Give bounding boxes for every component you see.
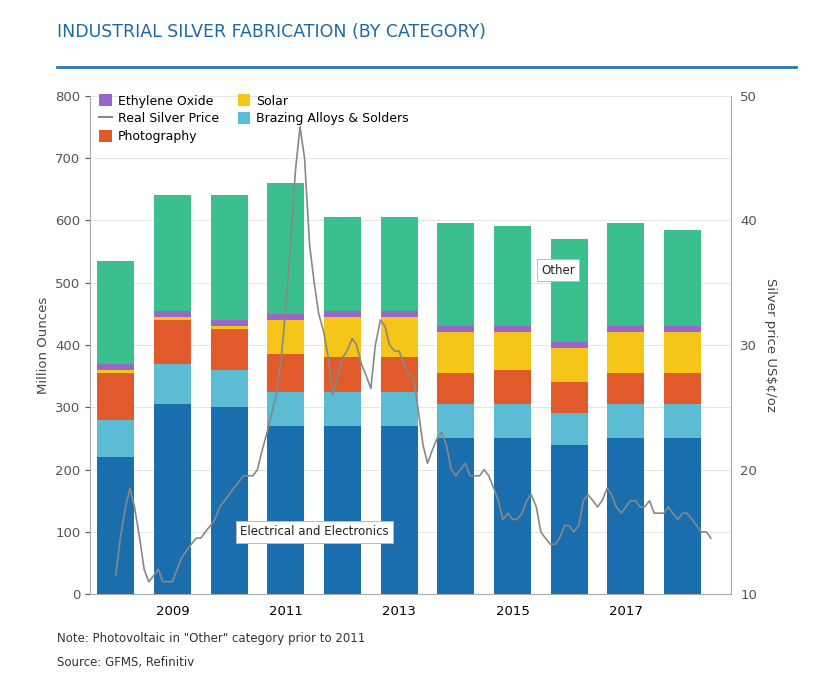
Text: Electrical and Electronics: Electrical and Electronics (240, 525, 388, 538)
Bar (98, 457, 134, 594)
Bar (154, 317, 191, 320)
Bar (324, 317, 361, 357)
Bar (268, 313, 305, 320)
Bar (324, 426, 361, 594)
Bar (211, 320, 248, 326)
Bar (211, 326, 248, 329)
Bar (438, 333, 475, 373)
Bar (211, 370, 248, 407)
Bar (494, 370, 531, 404)
Bar (551, 348, 588, 382)
Bar (154, 363, 191, 404)
Bar (494, 333, 531, 370)
Bar (211, 329, 248, 370)
Bar (98, 373, 134, 419)
Bar (551, 445, 588, 594)
Bar (494, 227, 531, 326)
Bar (551, 413, 588, 445)
Bar (608, 373, 644, 404)
Bar (381, 317, 418, 357)
Bar (438, 223, 475, 326)
Bar (381, 311, 418, 317)
Bar (98, 363, 134, 370)
Bar (324, 217, 361, 311)
Bar (211, 195, 248, 320)
Text: Source: GFMS, Refinitiv: Source: GFMS, Refinitiv (57, 656, 195, 669)
Bar (608, 326, 644, 333)
Bar (494, 404, 531, 438)
Bar (211, 407, 248, 594)
Bar (438, 373, 475, 404)
Bar (268, 320, 305, 354)
Bar (608, 223, 644, 326)
Bar (551, 342, 588, 348)
Bar (438, 404, 475, 438)
Bar (324, 357, 361, 391)
Bar (381, 357, 418, 391)
Bar (381, 426, 418, 594)
Y-axis label: Million Ounces: Million Ounces (37, 296, 50, 393)
Bar (664, 438, 701, 594)
Bar (608, 438, 644, 594)
Bar (154, 320, 191, 363)
Bar (551, 239, 588, 342)
Bar (664, 333, 701, 373)
Bar (268, 354, 305, 391)
Bar (664, 229, 701, 326)
Text: INDUSTRIAL SILVER FABRICATION (BY CATEGORY): INDUSTRIAL SILVER FABRICATION (BY CATEGO… (57, 23, 486, 41)
Text: Other: Other (541, 264, 575, 277)
Bar (154, 404, 191, 594)
Bar (324, 391, 361, 426)
Bar (268, 391, 305, 426)
Bar (154, 311, 191, 317)
Bar (608, 404, 644, 438)
Bar (381, 217, 418, 311)
Bar (154, 195, 191, 311)
Bar (268, 183, 305, 313)
Text: Note: Photovoltaic in "Other" category prior to 2011: Note: Photovoltaic in "Other" category p… (57, 632, 365, 645)
Bar (381, 391, 418, 426)
Bar (551, 382, 588, 413)
Bar (98, 419, 134, 457)
Bar (438, 326, 475, 333)
Y-axis label: Silver price US$¢/oz: Silver price US$¢/oz (764, 278, 777, 412)
Bar (324, 311, 361, 317)
Bar (664, 404, 701, 438)
Bar (494, 438, 531, 594)
Bar (268, 426, 305, 594)
Bar (98, 370, 134, 373)
Bar (608, 333, 644, 373)
Bar (664, 326, 701, 333)
Bar (664, 373, 701, 404)
Bar (438, 438, 475, 594)
Bar (494, 326, 531, 333)
Bar (98, 261, 134, 363)
Legend: Ethylene Oxide, Real Silver Price, Photography, Solar, Brazing Alloys & Solders: Ethylene Oxide, Real Silver Price, Photo… (97, 92, 411, 145)
